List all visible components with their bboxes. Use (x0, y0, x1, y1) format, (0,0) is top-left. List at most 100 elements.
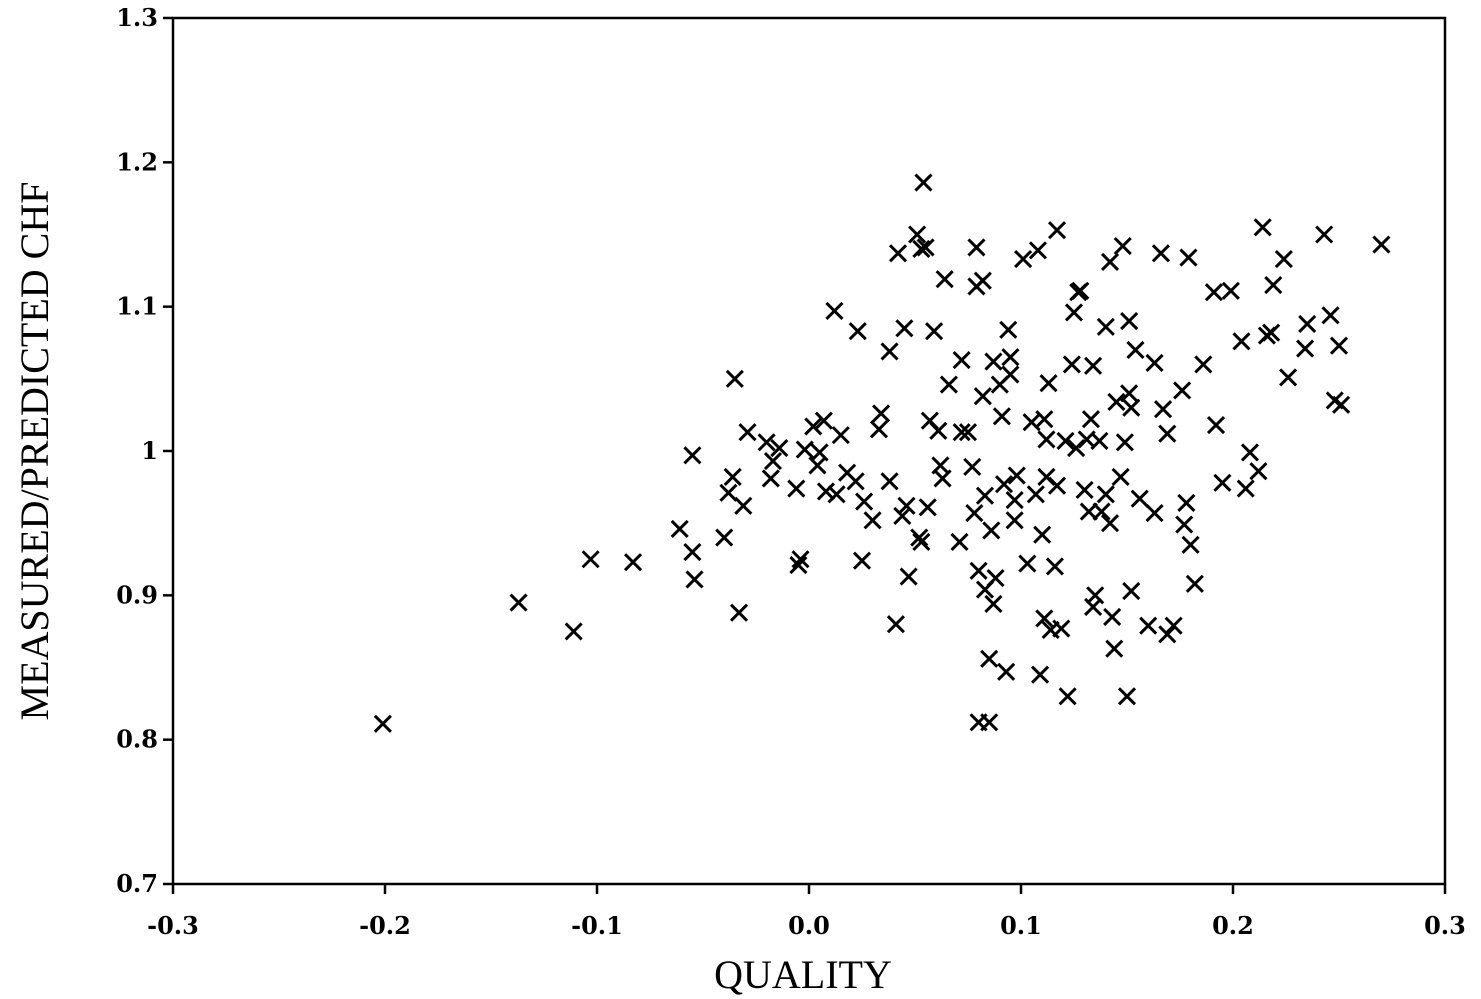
data-point (1253, 218, 1272, 237)
data-point (1096, 317, 1115, 336)
data-point (1107, 392, 1126, 411)
data-point (969, 561, 988, 580)
data-point (770, 439, 789, 458)
data-point (623, 553, 643, 572)
data-point (1181, 535, 1200, 554)
data-point (1194, 355, 1213, 374)
data-point (886, 615, 905, 634)
data-point (863, 511, 882, 530)
data-point (761, 469, 780, 488)
data-point (893, 506, 912, 526)
data-point (880, 472, 899, 491)
data-point (1262, 323, 1281, 342)
data-point (1081, 410, 1101, 429)
data-point (814, 411, 833, 430)
data-point (670, 519, 689, 539)
y-tick-label: 0.9 (116, 580, 158, 609)
data-point (980, 713, 999, 732)
data-point (1274, 249, 1293, 269)
data-point (1014, 249, 1033, 269)
x-tick-label: 0.0 (788, 911, 830, 940)
data-point (908, 225, 927, 244)
data-point (1086, 586, 1105, 605)
data-point (791, 550, 810, 569)
data-point (997, 662, 1016, 681)
data-point (852, 551, 872, 570)
data-point (1145, 353, 1164, 373)
data-point (1052, 619, 1071, 638)
data-point (1035, 609, 1054, 628)
data-point (967, 238, 986, 257)
y-tick-label: 0.8 (116, 725, 158, 754)
data-point (1130, 489, 1149, 508)
data-point (738, 423, 757, 442)
data-point (984, 352, 1003, 371)
data-point (789, 555, 808, 575)
data-point (1221, 281, 1240, 300)
data-point (1033, 525, 1052, 544)
data-point (1232, 332, 1251, 351)
data-point (1100, 514, 1120, 533)
data-point (1264, 275, 1283, 295)
data-point (1321, 306, 1340, 325)
data-point (952, 423, 971, 442)
y-axis-title: MEASURED/PREDICTED CHF (12, 182, 57, 721)
data-point (564, 622, 583, 641)
data-point (373, 714, 392, 733)
data-point (1075, 480, 1094, 500)
data-point (816, 482, 836, 501)
data-point (999, 320, 1018, 339)
data-point (933, 469, 952, 488)
data-point (685, 570, 704, 589)
data-point (992, 407, 1011, 426)
data-point (1279, 368, 1298, 387)
data-point (846, 472, 865, 491)
data-point (1158, 625, 1177, 644)
data-point (1035, 410, 1054, 429)
data-point (1158, 424, 1177, 443)
data-point (1122, 581, 1141, 601)
data-point (1179, 248, 1198, 267)
data-point (795, 440, 814, 459)
data-point (925, 322, 944, 341)
data-point (1028, 241, 1048, 260)
data-point (1185, 574, 1204, 593)
data-point (1018, 554, 1037, 573)
data-point (1100, 252, 1120, 271)
data-point (1240, 443, 1260, 462)
y-tick-label: 1.2 (116, 147, 158, 176)
x-tick-label: 0.2 (1212, 911, 1254, 940)
data-point (757, 433, 776, 452)
data-point (980, 649, 999, 668)
data-point (1056, 431, 1075, 450)
data-point (914, 173, 933, 192)
data-point (973, 271, 992, 290)
plot-frame (171, 16, 1447, 886)
y-tick-label: 1.1 (116, 292, 158, 321)
data-point (888, 244, 908, 263)
data-point (1126, 340, 1145, 360)
data-point (950, 532, 969, 551)
data-point (1164, 616, 1183, 635)
data-point (1092, 502, 1111, 521)
data-point (1096, 485, 1115, 504)
data-point (1117, 687, 1137, 706)
data-point (1111, 467, 1130, 487)
data-point (1064, 303, 1084, 322)
data-point (734, 496, 753, 515)
data-point (848, 322, 867, 341)
data-point (984, 594, 1003, 614)
data-point (1298, 314, 1317, 334)
data-point (1045, 557, 1064, 576)
data-point (855, 492, 874, 511)
data-point (1037, 430, 1056, 449)
data-point (787, 479, 806, 498)
data-point (719, 483, 738, 502)
data-point (810, 443, 829, 462)
data-point (1329, 336, 1349, 355)
data-point (1151, 244, 1170, 263)
data-point (1105, 639, 1124, 658)
data-point (1113, 236, 1132, 256)
data-point (683, 542, 702, 562)
